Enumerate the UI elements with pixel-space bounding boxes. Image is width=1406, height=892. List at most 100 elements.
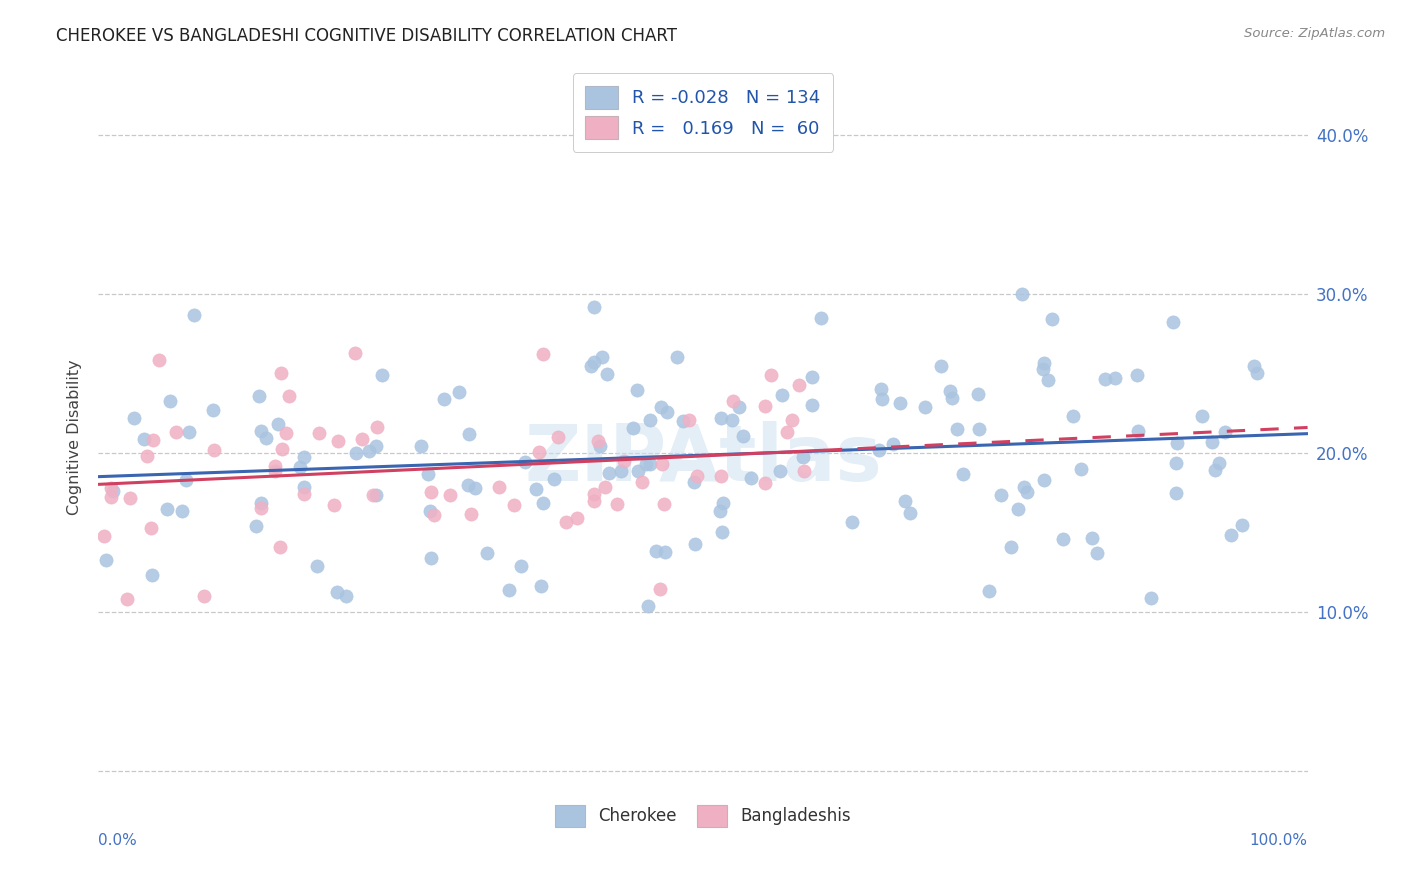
Point: [709, 504, 731, 518]
Point: [979, 584, 1001, 599]
Point: [250, 424, 273, 438]
Point: [247, 389, 270, 403]
Point: [1139, 591, 1161, 606]
Point: [543, 472, 565, 486]
Point: [591, 350, 613, 364]
Point: [165, 425, 187, 440]
Point: [1166, 485, 1188, 500]
Point: [361, 488, 384, 502]
Point: [672, 414, 695, 428]
Point: [269, 541, 291, 555]
Point: [409, 439, 432, 453]
Point: [1085, 546, 1108, 560]
Point: [141, 567, 163, 582]
Point: [202, 403, 225, 417]
Point: [352, 433, 374, 447]
Point: [1126, 424, 1149, 438]
Point: [370, 368, 392, 382]
Point: [792, 450, 814, 465]
Point: [731, 429, 754, 443]
Point: [134, 432, 156, 446]
Point: [267, 417, 290, 431]
Point: [582, 494, 605, 508]
Point: [530, 578, 553, 592]
Point: [1166, 456, 1188, 470]
Point: [801, 370, 824, 384]
Point: [586, 434, 609, 449]
Point: [686, 469, 709, 483]
Point: [721, 393, 744, 408]
Point: [889, 395, 911, 409]
Point: [637, 599, 659, 613]
Point: [343, 346, 366, 360]
Point: [990, 488, 1012, 502]
Point: [1012, 480, 1035, 494]
Point: [1094, 372, 1116, 386]
Point: [524, 482, 547, 496]
Point: [652, 497, 675, 511]
Point: [416, 467, 439, 482]
Point: [582, 486, 605, 500]
Point: [1191, 409, 1213, 423]
Point: [366, 419, 388, 434]
Point: [967, 386, 990, 401]
Point: [870, 382, 893, 396]
Point: [447, 385, 470, 400]
Point: [344, 446, 367, 460]
Point: [1243, 359, 1265, 373]
Point: [1161, 315, 1184, 329]
Point: [292, 480, 315, 494]
Point: [627, 464, 650, 478]
Point: [326, 585, 349, 599]
Point: [148, 353, 170, 368]
Point: [1040, 311, 1063, 326]
Point: [509, 558, 531, 573]
Point: [800, 398, 823, 412]
Point: [581, 359, 603, 373]
Text: 100.0%: 100.0%: [1250, 833, 1308, 848]
Point: [793, 465, 815, 479]
Point: [598, 467, 620, 481]
Point: [1032, 473, 1054, 487]
Point: [841, 515, 863, 529]
Point: [135, 449, 157, 463]
Point: [1000, 540, 1022, 554]
Point: [613, 454, 636, 468]
Point: [596, 368, 619, 382]
Point: [141, 521, 163, 535]
Point: [1038, 373, 1060, 387]
Point: [270, 366, 292, 380]
Point: [1015, 484, 1038, 499]
Point: [179, 425, 201, 440]
Point: [776, 425, 799, 439]
Point: [683, 537, 706, 551]
Point: [93, 529, 115, 543]
Point: [502, 498, 524, 512]
Point: [100, 490, 122, 504]
Point: [780, 413, 803, 427]
Point: [193, 589, 215, 603]
Y-axis label: Cognitive Disability: Cognitive Disability: [67, 359, 83, 515]
Point: [419, 551, 441, 566]
Point: [183, 309, 205, 323]
Point: [770, 388, 793, 402]
Point: [1126, 368, 1149, 383]
Point: [1032, 362, 1054, 376]
Point: [174, 473, 197, 487]
Point: [423, 508, 446, 523]
Point: [710, 469, 733, 483]
Point: [366, 439, 388, 453]
Point: [967, 422, 990, 436]
Point: [939, 384, 962, 399]
Point: [439, 488, 461, 502]
Point: [650, 582, 672, 597]
Point: [682, 475, 704, 490]
Point: [787, 377, 810, 392]
Point: [202, 443, 225, 458]
Point: [364, 488, 387, 502]
Point: [159, 394, 181, 409]
Point: [582, 300, 605, 314]
Point: [555, 515, 578, 529]
Point: [654, 545, 676, 559]
Point: [946, 421, 969, 435]
